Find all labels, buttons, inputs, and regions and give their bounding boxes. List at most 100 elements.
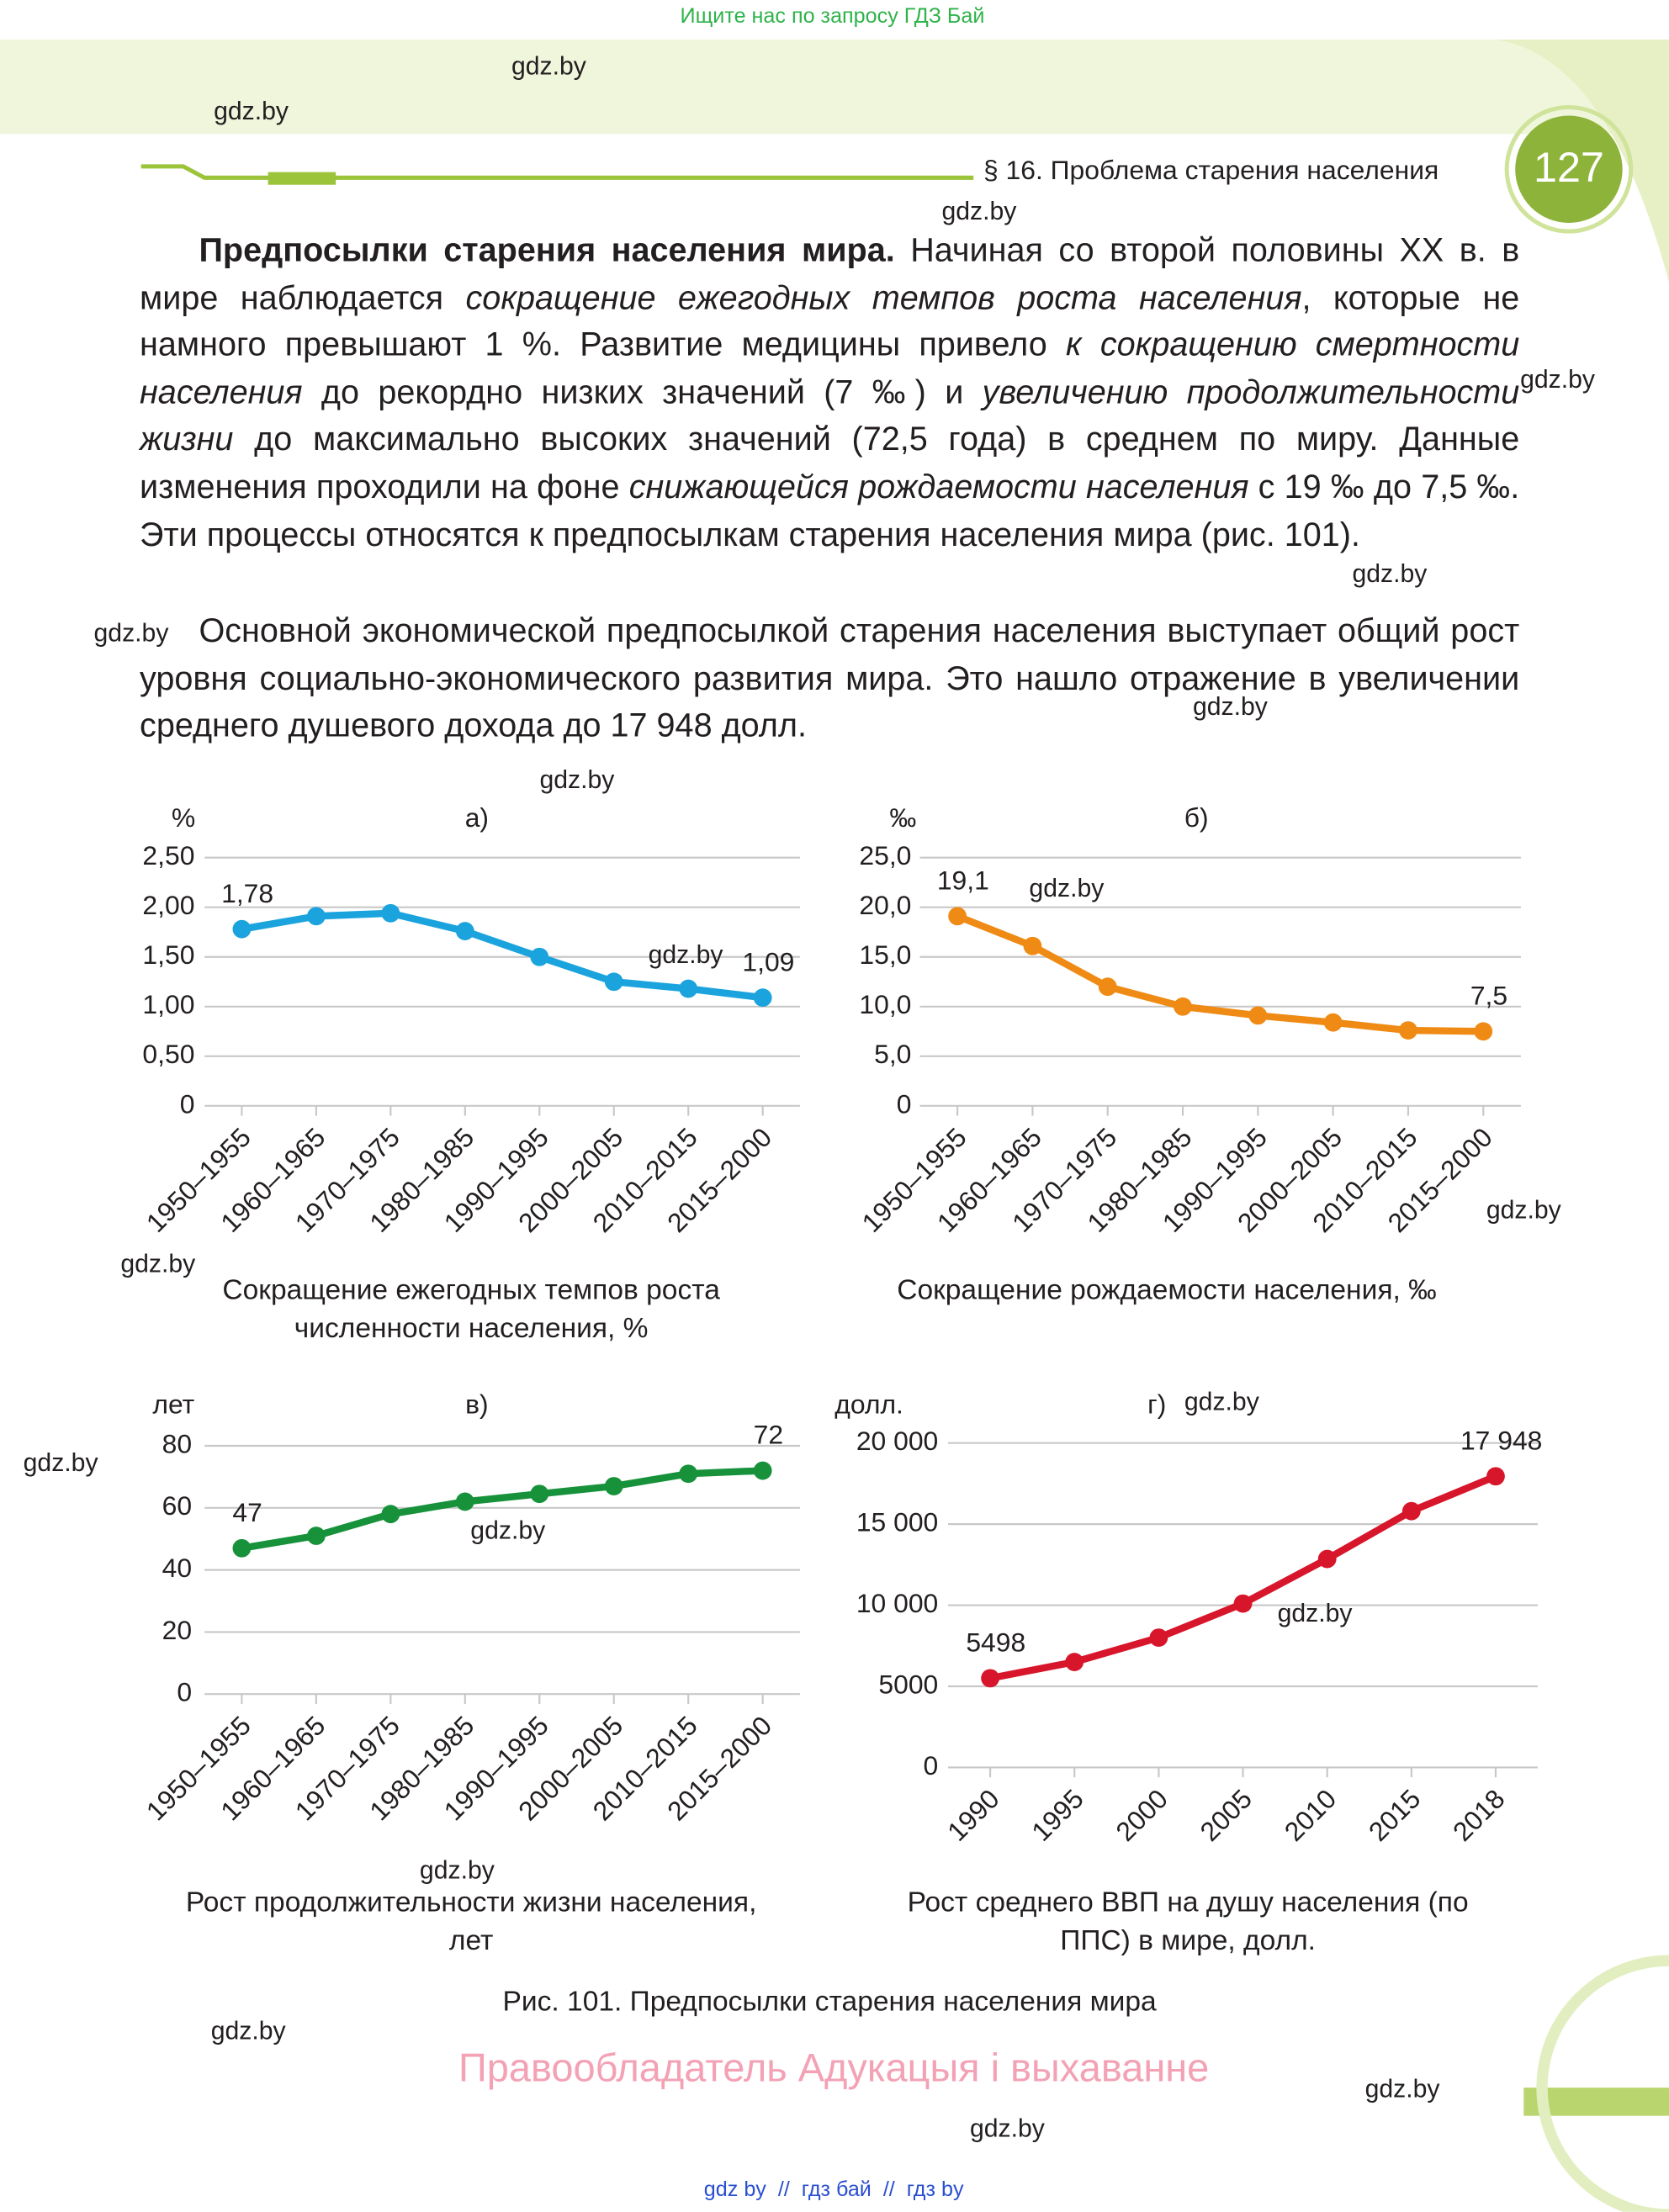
watermark: gdz.by — [1278, 1600, 1354, 1627]
watermark: gdz.by — [120, 1250, 196, 1278]
section-rule — [140, 164, 974, 180]
text-run: к сокращению смертности населения — [140, 327, 1520, 412]
page-badge — [1515, 115, 1623, 223]
watermark: gdz.by — [1486, 1197, 1562, 1225]
section-title: § 16. Проблема старения населения — [983, 155, 1439, 185]
chart-label: г) — [1147, 1389, 1166, 1419]
watermark: gdz.by — [1193, 693, 1269, 721]
data-point — [455, 1492, 474, 1511]
data-point — [679, 979, 698, 998]
data-point — [1474, 1022, 1493, 1041]
footer-links: gdz by // гдз бай // гдз by — [704, 2178, 964, 2201]
data-point — [604, 972, 623, 992]
data-label: 17 948 — [1460, 1425, 1542, 1455]
y-tick-label: 5,0 — [874, 1039, 911, 1069]
data-point — [1149, 1628, 1168, 1648]
data-point — [1317, 1549, 1337, 1569]
y-tick-label: 0,50 — [142, 1039, 194, 1069]
data-point — [306, 1527, 326, 1545]
text-run: , которые не намного превышают 1 %. Разв… — [140, 280, 1520, 365]
y-tick-label: 1,00 — [142, 989, 194, 1019]
chart-caption: Сокращение ежегодных темпов роста числен… — [222, 1275, 720, 1345]
data-point — [232, 1538, 252, 1558]
text-run: с 19 ‰ до 7,5 ‰. Эти процессы относятся … — [140, 469, 1520, 554]
footer-ring — [1536, 1955, 1669, 2212]
data-point — [530, 1484, 549, 1504]
watermark: gdz.by — [1184, 1389, 1260, 1416]
data-point — [1174, 997, 1192, 1016]
data-point — [530, 947, 549, 966]
watermark: gdz.by — [1520, 366, 1596, 394]
data-point — [604, 1477, 623, 1495]
watermark: gdz.by — [511, 52, 587, 80]
y-tick-label: 20,0 — [859, 890, 911, 920]
data-point — [753, 988, 772, 1008]
data-point — [1248, 1006, 1268, 1025]
data-point — [1023, 936, 1042, 955]
y-unit: долл. — [834, 1389, 903, 1419]
page-number: 127 — [1534, 143, 1604, 191]
y-unit: лет — [152, 1389, 194, 1419]
watermark: gdz.by — [970, 2114, 1046, 2142]
data-label: 47 — [232, 1497, 262, 1527]
figure-caption: Рис. 101. Предпосылки старения населения… — [503, 1986, 1157, 2017]
watermark: gdz.by — [941, 198, 1017, 225]
data-point — [1065, 1653, 1084, 1671]
y-tick-label: 0 — [180, 1088, 195, 1119]
series-line — [989, 1473, 1497, 1682]
data-label: 1,09 — [742, 946, 794, 976]
data-point — [1323, 1013, 1343, 1032]
rights: Правообладатель Адукацыя і выхаванне — [458, 2045, 1209, 2089]
footer-ornament — [1523, 2088, 1669, 2116]
paragraph: Предпосылки старения населения мира. Нач… — [140, 229, 1519, 560]
text-run: до максимально высоких значений (72,5 го… — [140, 422, 1520, 507]
y-tick-label: 1,50 — [142, 939, 194, 970]
page-badge-ring — [1504, 104, 1634, 234]
banner: Ищите нас по запросу ГДЗ Бай — [681, 4, 985, 28]
y-tick-label: 10,0 — [859, 989, 911, 1019]
y-tick-label: 15 000 — [856, 1507, 938, 1537]
text-run: Предпосылки старения населения мира. — [199, 232, 895, 270]
x-tick-label: 2018 — [1447, 1783, 1511, 1847]
data-point — [981, 1669, 999, 1688]
data-point — [1399, 1021, 1417, 1040]
series-line — [241, 909, 764, 1002]
y-tick-label: 10 000 — [856, 1588, 938, 1618]
x-tick-label: 2005 — [1195, 1783, 1258, 1847]
rule-ornament — [268, 172, 336, 185]
chart-caption: Рост среднего ВВП на душу населения (по … — [907, 1887, 1469, 1957]
y-tick-label: 80 — [162, 1428, 192, 1458]
data-label: 1,78 — [221, 878, 273, 908]
y-tick-label: 20 — [162, 1615, 192, 1645]
x-tick-label: 2000 — [1110, 1783, 1174, 1847]
data-point — [306, 907, 326, 926]
chart-caption: Рост продолжительности жизни населения, … — [185, 1887, 757, 1957]
watermark: gdz.by — [211, 2018, 287, 2045]
data-point — [232, 919, 252, 939]
data-point — [455, 922, 474, 940]
data-point — [1233, 1594, 1253, 1613]
data-point — [1098, 977, 1117, 997]
text-run: снижающейся рождаемости населения — [628, 469, 1249, 507]
data-label: 19,1 — [937, 865, 989, 896]
watermark: gdz.by — [24, 1449, 99, 1477]
paragraph: Основной экономической предпосылкой стар… — [140, 610, 1519, 752]
header-band-strip — [0, 39, 1669, 135]
chart-label: б) — [1184, 802, 1209, 833]
y-tick-label: 2,50 — [142, 840, 194, 871]
y-unit: ‰ — [889, 802, 916, 833]
data-point — [948, 907, 967, 926]
y-tick-label: 15,0 — [859, 939, 911, 970]
text-run: сокращение ежегодных темпов роста населе… — [465, 280, 1302, 317]
data-point — [1401, 1501, 1421, 1521]
watermark: gdz.by — [649, 941, 724, 969]
y-tick-label: 0 — [897, 1088, 912, 1119]
watermark: gdz.by — [470, 1516, 546, 1544]
watermark: gdz.by — [214, 98, 289, 125]
series-line — [241, 1467, 763, 1552]
data-point — [381, 903, 400, 923]
chart-label: а) — [465, 802, 489, 833]
watermark: gdz.by — [1029, 875, 1105, 902]
y-tick-label: 5000 — [878, 1669, 938, 1699]
